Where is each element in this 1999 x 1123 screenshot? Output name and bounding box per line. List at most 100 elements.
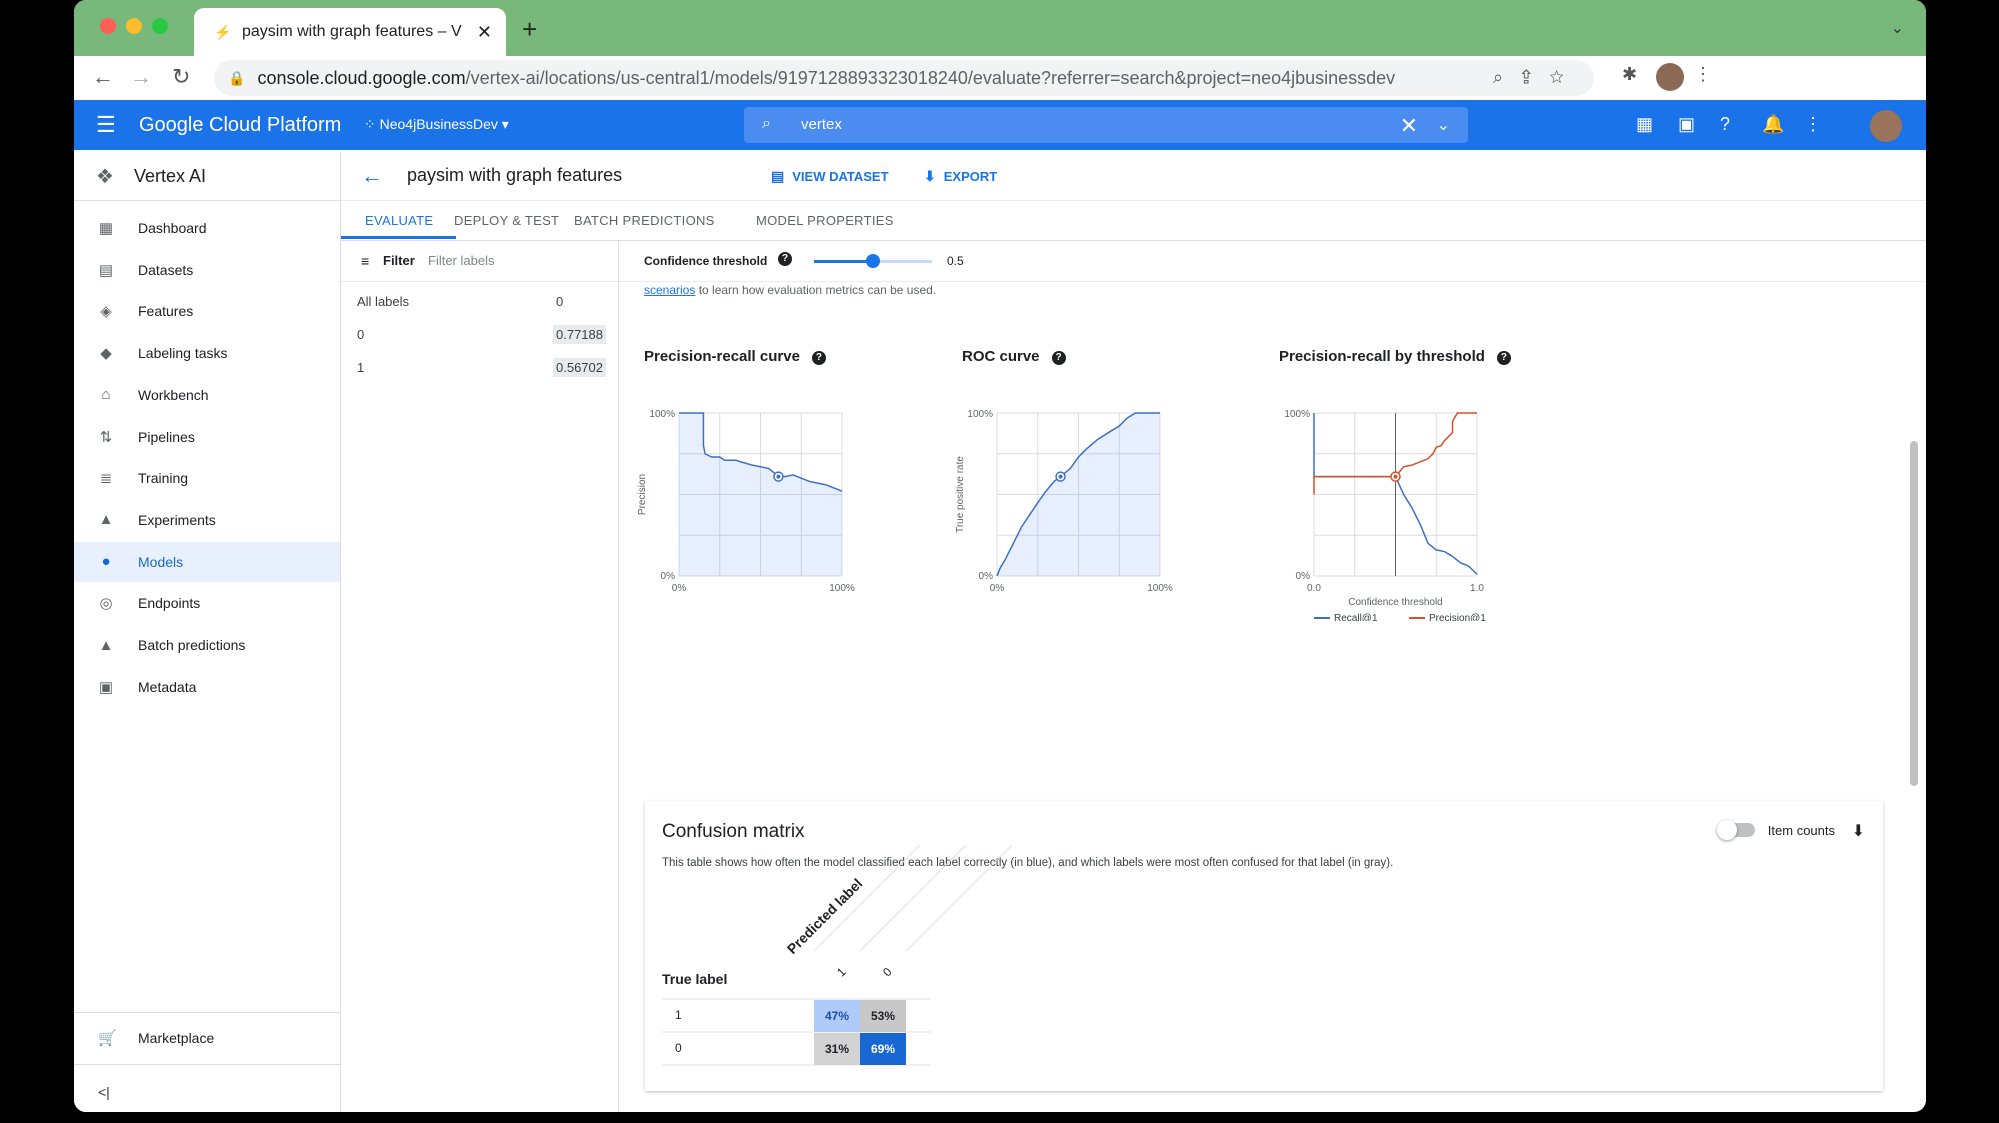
sidebar-item-marketplace[interactable]: 🛒 Marketplace [74, 1018, 340, 1058]
search-input[interactable]: vertex [801, 116, 842, 133]
gcp-brand[interactable]: Google Cloud Platform [139, 114, 342, 136]
maximize-window-icon[interactable] [152, 18, 168, 34]
tab-deploy-test[interactable]: DEPLOY & TEST [454, 213, 560, 228]
true-label-heading: True label [662, 971, 728, 987]
minimize-window-icon[interactable] [126, 18, 142, 34]
help-icon[interactable]: ? [1496, 351, 1511, 365]
back-arrow-icon[interactable]: ← [361, 163, 383, 188]
bookmark-star-icon[interactable]: ☆ [1549, 67, 1582, 87]
zoom-icon[interactable]: ⌕ [1493, 67, 1522, 87]
datasets-icon: ▤ [98, 261, 114, 279]
tab-batch-predictions[interactable]: BATCH PREDICTIONS [574, 213, 715, 228]
console-search[interactable]: ⌕ vertex ✕ ⌄ [744, 107, 1468, 143]
legend-label: Recall@1 [1334, 613, 1378, 621]
scenarios-link[interactable]: scenarios [644, 283, 696, 297]
label-value: 0 [556, 294, 564, 309]
close-window-icon[interactable] [100, 18, 116, 34]
collapse-sidebar-icon[interactable]: <| [98, 1084, 110, 1100]
label-row-all[interactable]: All labels 0 [341, 287, 618, 317]
sidebar-item-label: Marketplace [138, 1030, 215, 1046]
labels-panel: ≡ Filter Filter labels All labels 0 0 0.… [341, 241, 619, 1112]
gift-icon[interactable]: ▦ [1636, 114, 1654, 134]
series-line [679, 412, 843, 492]
precision-recall-chart: 100%0%0%100%RecallPrecision [637, 409, 855, 591]
label-row-0[interactable]: 0 0.77188 [341, 320, 618, 350]
account-avatar[interactable] [1870, 110, 1902, 142]
sidebar-item-workbench[interactable]: ⌂ Workbench [74, 375, 340, 415]
new-tab-icon[interactable]: + [522, 14, 538, 44]
series-line [996, 412, 1160, 577]
help-icon[interactable]: ? [778, 252, 792, 266]
scrollbar[interactable] [1910, 441, 1918, 786]
back-arrow-icon[interactable]: ← [92, 64, 114, 89]
matrix-cell: 53% [860, 1000, 906, 1032]
sidebar-item-features[interactable]: ◈ Features [74, 291, 340, 331]
sidebar-item-endpoints[interactable]: ◎ Endpoints [74, 583, 340, 623]
page-title: paysim with graph features [407, 165, 623, 185]
chrome-menu-icon[interactable]: ⋮ [1694, 64, 1712, 84]
sidebar-item-datasets[interactable]: ▤ Datasets [74, 250, 340, 290]
search-icon: ⌕ [762, 115, 771, 132]
sidebar-item-label: Datasets [138, 261, 194, 278]
cloud-shell-icon[interactable]: ▣ [1678, 114, 1696, 134]
sidebar-item-batch-predictions[interactable]: ▲ Batch predictions [74, 625, 340, 665]
reload-icon[interactable]: ↻ [172, 64, 191, 89]
extensions-puzzle-icon[interactable]: ✱ [1622, 64, 1638, 84]
sidebar-item-metadata[interactable]: ▣ Metadata [74, 667, 340, 707]
help-icon[interactable]: ? [811, 351, 826, 365]
help-icon[interactable]: ? [1051, 351, 1066, 365]
tab-title: paysim with graph features – V [242, 23, 462, 40]
view-dataset-button[interactable]: ▤ VIEW DATASET [771, 168, 889, 185]
sidebar-item-labeling-tasks[interactable]: ◆ Labeling tasks [74, 333, 340, 373]
slider-handle[interactable] [866, 254, 880, 268]
threshold-slider[interactable] [814, 254, 932, 268]
matrix-cell: 31% [814, 1033, 860, 1065]
main-content: ← paysim with graph features ▤ VIEW DATAS… [341, 152, 1926, 1112]
sidebar-item-label: Training [138, 470, 189, 487]
tab-search-chevron-icon[interactable]: ⌄ [1890, 20, 1904, 37]
roc-curve-title: ROC curve? [962, 348, 1066, 365]
product-name: Vertex AI [133, 165, 206, 186]
divider [74, 1064, 340, 1065]
profile-avatar[interactable] [1656, 63, 1684, 91]
experiments-icon: ▲ [98, 511, 114, 529]
sidebar-item-label: Metadata [138, 678, 197, 695]
filter-input[interactable]: Filter labels [428, 253, 495, 268]
sidebar: ❖ Vertex AI ▦ Dashboard ▤ Datasets ◈ Features… [74, 152, 341, 1112]
forward-arrow-icon[interactable]: → [130, 64, 152, 89]
marketplace-cart-icon: 🛒 [98, 1030, 117, 1047]
item-counts-toggle[interactable] [1717, 820, 1755, 840]
share-icon[interactable]: ⇪ [1521, 67, 1550, 87]
row-label-0: 0 [675, 1041, 682, 1055]
pr-curve-title: Precision-recall curve? [644, 348, 826, 365]
sidebar-item-models[interactable]: ● Models [74, 541, 340, 582]
tab-model-properties[interactable]: MODEL PROPERTIES [756, 213, 894, 228]
tab-evaluate[interactable]: EVALUATE [365, 213, 434, 228]
more-options-icon[interactable]: ⋮ [1804, 114, 1822, 134]
clear-search-icon[interactable]: ✕ [1399, 113, 1418, 138]
active-tab-indicator [341, 236, 456, 239]
hamburger-menu-icon[interactable]: ☰ [96, 112, 116, 137]
divider [74, 1012, 340, 1013]
label-name: 0 [357, 327, 365, 342]
features-icon: ◈ [100, 303, 112, 321]
download-icon[interactable]: ⬇ [1851, 823, 1865, 840]
help-icon[interactable]: ? [1720, 114, 1731, 134]
area-fill [679, 413, 842, 576]
sidebar-item-experiments[interactable]: ▲ Experiments [74, 500, 340, 540]
label-row-1[interactable]: 1 0.56702 [341, 353, 618, 383]
sidebar-item-pipelines[interactable]: ⇅ Pipelines [74, 417, 340, 457]
address-bar[interactable]: 🔒 console.cloud.google.com/vertex-ai/loc… [214, 60, 1594, 96]
sidebar-item-dashboard[interactable]: ▦ Dashboard [74, 208, 340, 248]
project-selector[interactable]: ⁘ Neo4jBusinessDev ▾ [364, 116, 509, 132]
close-tab-icon[interactable]: ✕ [476, 21, 492, 42]
pipelines-icon: ⇅ [99, 428, 113, 446]
url-host: console.cloud.google.com [257, 67, 466, 88]
y-axis-label: Precision [637, 474, 648, 515]
filter-bar[interactable]: ≡ Filter Filter labels [341, 241, 618, 282]
sidebar-item-training[interactable]: ≣ Training [74, 458, 340, 498]
search-expand-chevron-icon[interactable]: ⌄ [1436, 117, 1450, 134]
browser-tab[interactable]: ⚡ paysim with graph features – V ✕ [194, 8, 506, 56]
notifications-bell-icon[interactable]: 🔔 [1762, 114, 1785, 134]
export-button[interactable]: ⬇ EXPORT [924, 168, 997, 185]
